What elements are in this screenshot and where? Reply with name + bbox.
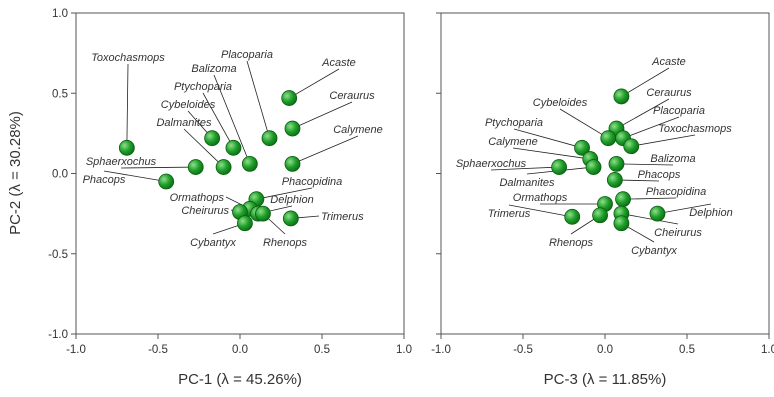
point-label: Cybantyx xyxy=(631,245,677,257)
point-label: Ceraurus xyxy=(646,87,692,99)
data-point xyxy=(226,140,241,155)
x-tick-label: 1.0 xyxy=(761,344,774,356)
point-label: Ormathops xyxy=(170,192,225,204)
point-label: Toxochasmops xyxy=(91,52,165,64)
data-point xyxy=(216,160,231,175)
point-label: Cybeloides xyxy=(533,97,588,109)
point-label: Rhenops xyxy=(549,237,594,249)
data-point xyxy=(242,156,257,171)
data-point xyxy=(614,216,629,231)
data-point xyxy=(624,139,639,154)
point-label: Toxochasmops xyxy=(658,123,732,135)
data-point xyxy=(282,91,297,106)
axis-ticks-right: -1.0 -0.5 0.0 0.5 1.0 xyxy=(431,13,774,356)
data-point xyxy=(159,174,174,189)
point-label: Delphion xyxy=(270,194,313,206)
leader-line xyxy=(127,64,128,148)
data-point xyxy=(586,160,601,175)
data-point xyxy=(255,206,270,221)
data-point xyxy=(614,89,629,104)
panel-pc3-pc2: Acaste Ceraurus Cybeloides Placoparia Toxoch… xyxy=(431,13,774,388)
x-axis-label-right: PC-3 (λ = 11.85%) xyxy=(544,371,667,388)
point-label: Dalmanites xyxy=(499,177,555,189)
y-tick-label: 0.5 xyxy=(52,88,68,100)
data-point xyxy=(283,211,298,226)
data-point xyxy=(593,208,608,223)
y-tick-label: -0.5 xyxy=(48,249,68,261)
x-axis-label-left: PC-1 (λ = 45.26%) xyxy=(178,371,302,388)
data-point xyxy=(616,192,631,207)
point-label: Placoparia xyxy=(221,49,273,61)
point-label: Ptychoparia xyxy=(174,81,232,93)
point-label: Acaste xyxy=(321,57,356,69)
y-axis-label-left: PC-2 (λ = 30.28%) xyxy=(7,111,24,235)
point-label: Trimerus xyxy=(488,208,531,220)
x-tick-label: -0.5 xyxy=(513,344,533,356)
leader-line xyxy=(560,109,608,138)
y-tick-label: 0.0 xyxy=(52,169,68,181)
data-point xyxy=(119,140,134,155)
point-label: Phacopidina xyxy=(282,176,343,188)
data-point xyxy=(609,156,624,171)
point-label: Phacops xyxy=(638,169,681,181)
point-label: Sphaerxochus xyxy=(456,158,527,170)
point-label: Cheirurus xyxy=(181,205,229,217)
point-label: Placoparia xyxy=(653,105,705,117)
data-point xyxy=(565,209,580,224)
x-tick-label: -1.0 xyxy=(66,344,86,356)
leader-line xyxy=(247,61,270,138)
point-label: Sphaerxochus xyxy=(86,156,157,168)
point-label: Trimerus xyxy=(321,211,364,223)
point-label: Balizoma xyxy=(650,153,695,165)
point-label: Rhenops xyxy=(263,237,308,249)
x-tick-label: 0.0 xyxy=(597,344,613,356)
point-label: Ptychoparia xyxy=(485,117,543,129)
y-tick-label: -1.0 xyxy=(48,329,68,341)
data-point xyxy=(205,131,220,146)
data-points-right xyxy=(552,89,665,231)
point-label: Phacopidina xyxy=(646,186,707,198)
point-label: Cybeloides xyxy=(161,99,216,111)
data-point xyxy=(237,216,252,231)
point-label: Cybantyx xyxy=(190,237,236,249)
data-point xyxy=(607,172,622,187)
x-tick-label: -0.5 xyxy=(148,344,168,356)
point-label: Acaste xyxy=(651,56,686,68)
leader-line xyxy=(631,135,695,146)
point-label: Calymene xyxy=(488,136,538,148)
leader-line xyxy=(621,214,678,224)
plot-frame-right xyxy=(441,13,769,334)
point-label: Balizoma xyxy=(191,63,236,75)
data-point xyxy=(650,206,665,221)
x-tick-label: 1.0 xyxy=(396,344,412,356)
point-label: Phacops xyxy=(83,174,126,186)
x-tick-label: 0.5 xyxy=(679,344,695,356)
data-point xyxy=(552,160,567,175)
point-label: Calymene xyxy=(333,124,383,136)
panel-pc1-pc2: Toxochasmops Acaste Placoparia Balizoma Ptyc… xyxy=(7,8,412,388)
point-label: Ceraurus xyxy=(329,90,375,102)
x-tick-label: 0.0 xyxy=(232,344,248,356)
leader-line xyxy=(292,136,358,164)
y-tick-label: 1.0 xyxy=(52,8,68,20)
point-label: Ormathops xyxy=(513,192,568,204)
point-label: Cheirurus xyxy=(654,227,702,239)
point-label: Delphion xyxy=(689,207,732,219)
x-tick-label: 0.5 xyxy=(314,344,330,356)
data-point xyxy=(601,131,616,146)
point-label: Dalmanites xyxy=(156,117,212,129)
data-point xyxy=(285,156,300,171)
x-tick-label: -1.0 xyxy=(431,344,451,356)
data-point xyxy=(262,131,277,146)
data-point xyxy=(285,121,300,136)
data-point xyxy=(188,160,203,175)
leader-line xyxy=(623,198,676,199)
